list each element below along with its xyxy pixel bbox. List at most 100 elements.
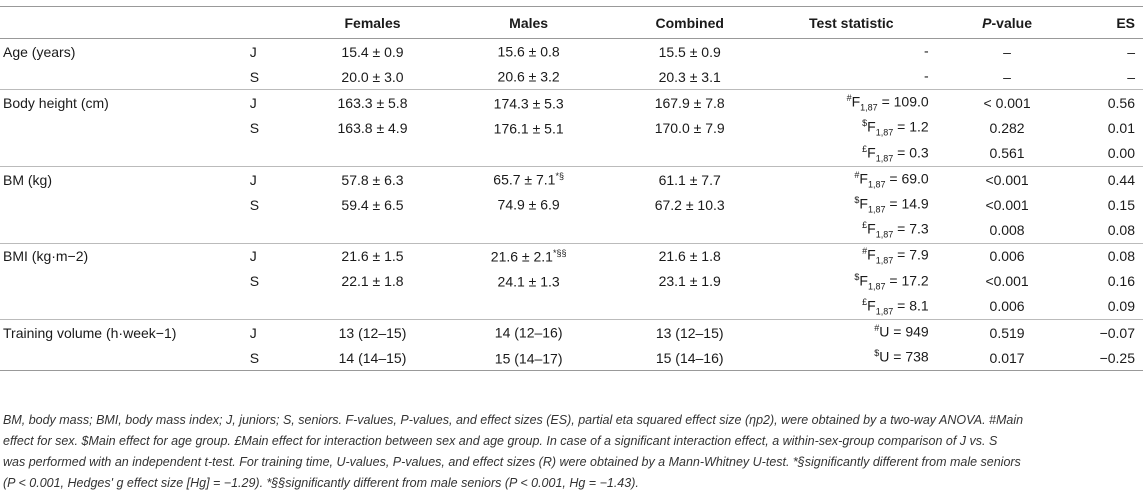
cell-males: 21.6 ± 2.1*§§ (451, 242, 606, 269)
cell-group: S (249, 68, 260, 85)
test-value: = 109.0 (877, 93, 929, 110)
cell-es: −0.25 (1067, 345, 1143, 372)
header-p-value: P-value (947, 7, 1068, 39)
cell-variable (0, 192, 250, 217)
table-row: S 22.1 ± 1.8 24.1 ± 1.3 23.1 ± 1.9 $F1,87 = … (0, 269, 1143, 294)
cell-group (250, 141, 293, 167)
cell-p-value: <0.001 (946, 165, 1068, 193)
cell-p-value: – (1003, 68, 1011, 85)
cell-males-value: 15 (14–17) (494, 350, 563, 367)
test-df: 1,87 (867, 204, 886, 215)
test-symbol: F (851, 93, 861, 110)
test-symbol: U = 949 (879, 323, 929, 340)
cell-females: 15.4 ± 0.9 (341, 43, 404, 60)
cell-males: 65.7 ± 7.1*§ (451, 165, 606, 193)
cell-p-value: <0.001 (985, 196, 1029, 213)
cell-test-statistic: $U = 738 (773, 345, 947, 372)
cell-variable: BM (kg) (0, 165, 250, 193)
test-df: 1,87 (860, 102, 878, 113)
cell-es: – (1127, 43, 1135, 60)
cell-females: 14 (14–15) (293, 345, 452, 372)
cell-variable (0, 345, 250, 372)
test-df: 1,87 (875, 153, 894, 164)
table-row: S 14 (14–15) 15 (14–17) 15 (14–16) $U = 738 0… (0, 345, 1143, 372)
table-row: Training volume (h·week−1) J 13 (12–15) 14 … (0, 319, 1143, 346)
cell-females: 21.6 ± 1.5 (293, 242, 452, 269)
test-df: 1,87 (867, 281, 886, 291)
test-marker: # (854, 169, 860, 180)
cell-es: 0.15 (1107, 196, 1135, 213)
test-marker: # (846, 93, 852, 104)
cell-combined: 170.0 ± 7.9 (654, 120, 725, 137)
cell-females: 163.3 ± 5.8 (293, 89, 452, 116)
cell-females: 13 (12–15) (293, 319, 452, 346)
cell-females: 22.1 ± 1.8 (341, 273, 404, 290)
cell-test-statistic: #F1,87 = 109.0 (773, 89, 947, 116)
cell-group: J (249, 89, 294, 116)
table-row: S 163.8 ± 4.9 176.1 ± 5.1 170.0 ± 7.9 $F1,87… (0, 116, 1143, 141)
test-df: 1,87 (875, 229, 894, 240)
test-marker: $ (874, 348, 880, 359)
cell-females: 20.0 ± 3.0 (341, 68, 404, 85)
test-symbol: U = 738 (879, 348, 929, 365)
results-table: Females Males Combined Test statistic P-… (0, 6, 1143, 372)
cell-p-value: <0.001 (985, 273, 1029, 290)
cell-p-value: 0.017 (946, 345, 1068, 372)
cell-group (250, 217, 293, 243)
cell-es: 0.01 (1107, 120, 1135, 137)
cell-variable (0, 269, 250, 294)
cell-variable: Training volume (h·week−1) (0, 319, 250, 346)
cell-test-statistic: #F1,87 = 69.0 (773, 165, 947, 193)
footnote-line: was performed with an independent t-test… (3, 455, 1021, 469)
table-row: BM (kg) J 57.8 ± 6.3 65.7 ± 7.1*§ 61.1 ± 7.7… (0, 165, 1143, 193)
header-combined: Combined (655, 14, 724, 31)
test-marker: # (862, 246, 868, 257)
cell-group: S (249, 273, 260, 290)
test-value: = 69.0 (885, 170, 929, 187)
test-value: = 1.2 (893, 119, 929, 136)
cell-males-value: 14 (12–16) (494, 324, 563, 341)
header-females: Females (344, 14, 401, 31)
header-variable (0, 7, 250, 39)
cell-males: 15.6 ± 0.8 (452, 39, 606, 65)
header-p-rest: -value (991, 14, 1032, 31)
test-value: = 7.3 (893, 220, 929, 237)
cell-variable: Age (years) (3, 43, 76, 60)
cell-males-marker: *§§ (552, 247, 567, 258)
test-symbol: F (867, 144, 876, 161)
test-df: 1,87 (875, 306, 894, 317)
test-marker: £ (862, 296, 868, 307)
cell-combined: 21.6 ± 1.8 (605, 242, 774, 269)
test-value: = 0.3 (893, 144, 929, 161)
test-value: = 17.2 (885, 272, 929, 289)
cell-females: 163.8 ± 4.9 (337, 120, 408, 137)
test-symbol: F (867, 119, 876, 136)
footnote-line: BM, body mass; BMI, body mass index; J, … (3, 413, 1024, 427)
cell-males: 14 (12–16) (451, 319, 606, 346)
cell-variable (0, 141, 250, 167)
table-row: Body height (cm) J 163.3 ± 5.8 174.3 ± 5.3 1… (0, 89, 1143, 116)
test-marker: £ (862, 220, 868, 231)
cell-es: 0.16 (1107, 273, 1135, 290)
cell-variable (0, 64, 250, 90)
cell-es: 0.44 (1067, 165, 1143, 193)
cell-females (293, 294, 452, 320)
cell-group: S (249, 120, 260, 137)
cell-p-value: < 0.001 (946, 89, 1068, 116)
cell-males-value: 15.6 ± 0.8 (497, 43, 560, 60)
cell-test-statistic: £F1,87 = 0.3 (774, 141, 947, 167)
cell-males: 176.1 ± 5.1 (452, 116, 606, 141)
test-symbol: F (867, 247, 876, 264)
table-row: £F1,87 = 7.3 0.008 0.08 (0, 217, 1143, 243)
cell-p-value: 0.282 (989, 120, 1025, 137)
header-test-statistic: Test statistic (809, 14, 894, 31)
cell-group: S (249, 196, 260, 213)
cell-males: 74.9 ± 6.9 (452, 192, 606, 217)
table-row: £F1,87 = 8.1 0.006 0.09 (0, 294, 1143, 320)
cell-es: −0.07 (1067, 319, 1143, 346)
test-marker: # (874, 322, 880, 333)
cell-p-value: 0.006 (946, 242, 1068, 269)
cell-test-statistic: $F1,87 = 17.2 (774, 269, 947, 294)
test-symbol: F (859, 170, 868, 187)
cell-group: J (249, 242, 294, 269)
